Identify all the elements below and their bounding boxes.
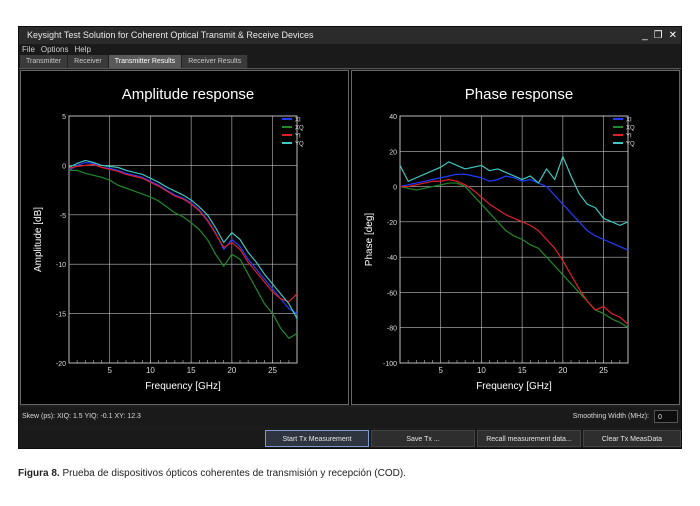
- phase-panel: 5 10 15 20 25 40 20 0 -20 -40 -60 -80 -100 Phase resp…: [351, 70, 680, 405]
- y-tick-label: -20: [387, 220, 397, 227]
- y-tick-label: 0: [62, 163, 66, 170]
- series-line-xi: [399, 173, 629, 251]
- legend-label-yq: YQ: [626, 142, 635, 148]
- caption-text: Prueba de dispositivos ópticos coherente…: [59, 468, 406, 479]
- y-tick-label: -5: [60, 213, 66, 220]
- button-bar: Start Tx Measurement Save Tx ... Recall …: [19, 429, 681, 448]
- plots-area: 5 10 15 20 25 5 0 -5 -10 -15 -20 Amplitude response…: [20, 70, 680, 405]
- phase-chart: 5 10 15 20 25 40 20 0 -20 -40 -60 -80 -100 Phase resp…: [364, 86, 635, 392]
- y-tick-label: -10: [56, 262, 66, 269]
- status-bar: Skew (ps): XIQ: 1.5 YIQ: -0.1 XY: 12.3 S…: [19, 407, 681, 428]
- y-axis-label: Amplitude [dB]: [33, 207, 44, 272]
- start-tx-measurement-button[interactable]: Start Tx Measurement: [265, 430, 369, 447]
- menu-options[interactable]: Options: [40, 45, 69, 54]
- y-tick-label: -40: [387, 255, 397, 262]
- x-tick-label: 10: [146, 366, 155, 375]
- save-tx-button[interactable]: Save Tx ...: [371, 430, 475, 447]
- legend-label-xq: XQ: [295, 126, 304, 132]
- chart-title: Phase response: [465, 86, 573, 103]
- figure-caption: Figura 8. Prueba de dispositivos ópticos…: [18, 468, 406, 479]
- plot-frame: [399, 115, 629, 364]
- x-tick-label: 25: [599, 366, 608, 375]
- skew-readout: Skew (ps): XIQ: 1.5 YIQ: -0.1 XY: 12.3: [22, 413, 141, 420]
- smoothing-input[interactable]: 0: [654, 410, 678, 423]
- tab-receiver[interactable]: Receiver: [68, 55, 109, 68]
- y-tick-label: 20: [389, 149, 397, 156]
- x-axis-label: Frequency [GHz]: [145, 381, 221, 392]
- tab-bar: Transmitter Receiver Transmitter Results…: [19, 55, 681, 69]
- legend-label-xi: XI: [295, 118, 301, 124]
- window-title: Keysight Test Solution for Coherent Opti…: [27, 30, 314, 40]
- amplitude-chart: 5 10 15 20 25 5 0 -5 -10 -15 -20 Amplitude response…: [33, 86, 304, 392]
- series-line-yq: [68, 159, 298, 319]
- x-tick-label: 25: [268, 366, 277, 375]
- close-icon[interactable]: ✕: [668, 30, 677, 41]
- y-axis-label: Phase [deg]: [364, 213, 375, 267]
- legend-label-yi: YI: [626, 134, 632, 140]
- series-line-yq: [399, 155, 629, 226]
- plot-frame: [68, 115, 298, 364]
- y-tick-label: 5: [62, 114, 66, 121]
- tab-receiver-results[interactable]: Receiver Results: [182, 55, 249, 68]
- amplitude-panel: 5 10 15 20 25 5 0 -5 -10 -15 -20 Amplitude response…: [20, 70, 349, 405]
- series-line-yi: [400, 178, 629, 325]
- caption-label: Figura 8.: [18, 468, 60, 479]
- menu-file[interactable]: File: [22, 45, 35, 54]
- x-axis-label: Frequency [GHz]: [476, 381, 552, 392]
- recall-measurement-button[interactable]: Recall measurement data...: [477, 430, 581, 447]
- y-tick-label: -80: [387, 326, 397, 333]
- x-tick-label: 5: [107, 366, 112, 375]
- app-window: Keysight Test Solution for Coherent Opti…: [18, 26, 682, 449]
- chart-title: Amplitude response: [122, 86, 255, 103]
- series-line-xi: [68, 161, 298, 315]
- menu-help[interactable]: Help: [74, 45, 91, 54]
- y-tick-label: -15: [56, 312, 66, 319]
- y-tick-label: -100: [383, 361, 397, 368]
- menu-bar: File Options Help: [19, 44, 681, 55]
- x-tick-label: 10: [477, 366, 486, 375]
- tab-transmitter-results[interactable]: Transmitter Results: [108, 55, 183, 68]
- x-tick-label: 5: [438, 366, 443, 375]
- legend-label-yq: YQ: [295, 142, 304, 148]
- legend-label-xq: XQ: [626, 126, 635, 132]
- x-tick-label: 15: [518, 366, 527, 375]
- y-tick-label: -20: [56, 361, 66, 368]
- legend-label-yi: YI: [295, 134, 301, 140]
- tab-transmitter[interactable]: Transmitter: [20, 55, 69, 68]
- series-line-xq: [69, 169, 298, 339]
- window-controls: _ ❐ ✕: [642, 27, 677, 44]
- series-line-yi: [68, 163, 298, 303]
- x-tick-label: 20: [558, 366, 567, 375]
- legend-label-xi: XI: [626, 118, 632, 124]
- smoothing-label: Smoothing Width (MHz):: [572, 413, 649, 420]
- title-bar: Keysight Test Solution for Coherent Opti…: [19, 27, 681, 44]
- restore-icon[interactable]: ❐: [653, 30, 663, 41]
- minimize-icon[interactable]: _: [642, 30, 648, 41]
- y-tick-label: 0: [393, 185, 397, 192]
- clear-tx-measdata-button[interactable]: Clear Tx MeasData: [583, 430, 681, 447]
- x-tick-label: 20: [227, 366, 236, 375]
- x-tick-label: 15: [187, 366, 196, 375]
- y-tick-label: 40: [389, 114, 397, 121]
- y-tick-label: -60: [387, 290, 397, 297]
